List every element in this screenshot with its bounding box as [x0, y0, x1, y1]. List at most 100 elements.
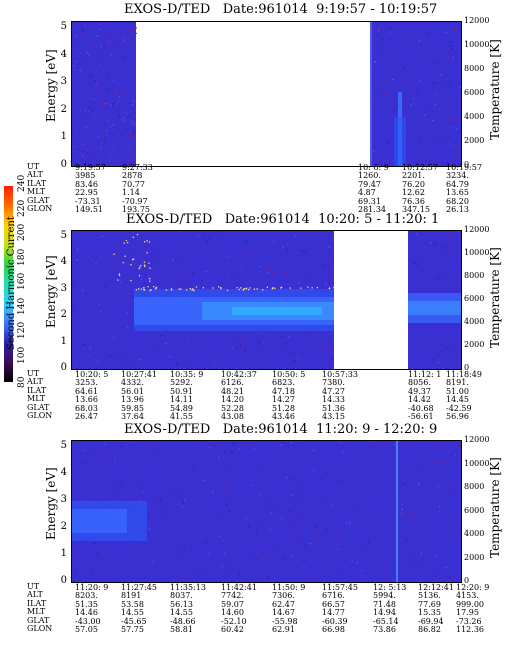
noise-dot	[425, 580, 427, 582]
noise-dot	[202, 237, 204, 239]
noise-dot	[125, 238, 128, 240]
noise-dot	[95, 454, 97, 456]
noise-dot	[351, 560, 353, 562]
noise-dot	[142, 492, 144, 494]
noise-dot	[445, 77, 448, 79]
table-cell: 347.15	[402, 205, 430, 214]
noise-dot	[78, 34, 81, 36]
noise-dot	[176, 575, 178, 577]
table-cell: -55.98	[272, 616, 298, 626]
noise-dot	[82, 449, 84, 451]
noise-dot	[289, 287, 291, 289]
table-cell: 10:27:41	[121, 370, 157, 379]
noise-dot	[374, 61, 376, 63]
noise-dot	[448, 47, 450, 50]
noise-dot	[119, 159, 121, 161]
noise-dot	[187, 342, 189, 344]
noise-dot	[154, 443, 156, 445]
noise-dot	[328, 347, 330, 349]
table-cell: 7742.	[221, 591, 244, 601]
noise-dot	[127, 135, 129, 137]
noise-dot	[148, 514, 150, 516]
noise-dot	[139, 266, 141, 268]
noise-dot	[420, 557, 422, 559]
noise-dot	[452, 542, 454, 544]
noise-dot	[422, 119, 424, 121]
ytick-label: 2	[60, 521, 67, 532]
noise-dot	[326, 529, 328, 531]
noise-dot	[340, 554, 342, 556]
noise-dot	[437, 576, 439, 578]
noise-dot	[412, 324, 414, 326]
noise-dot	[179, 560, 181, 562]
noise-dot	[432, 119, 434, 122]
noise-dot	[115, 89, 117, 91]
table-cell: 13.65	[446, 188, 469, 198]
colorbar-tick: 200	[17, 223, 27, 241]
noise-dot	[248, 288, 250, 291]
noise-dot	[100, 499, 102, 501]
noise-dot	[83, 477, 85, 479]
noise-dot	[100, 496, 102, 498]
panel-3-row-labels: UT ALT ILAT MLT GLAT GLON	[27, 582, 53, 634]
noise-dot	[218, 535, 220, 537]
noise-dot	[436, 79, 438, 81]
table-cell: 51.28	[272, 403, 295, 413]
noise-dot	[222, 285, 225, 287]
noise-dot	[95, 262, 97, 264]
noise-dot	[260, 357, 262, 359]
noise-dot	[426, 476, 429, 478]
noise-dot	[449, 41, 451, 43]
table-cell: 58.81	[170, 625, 193, 634]
table-cell: 12.62	[402, 188, 425, 198]
noise-dot	[457, 443, 459, 445]
table-cell: 4.87	[358, 188, 376, 198]
noise-dot	[78, 561, 80, 563]
noise-dot	[84, 26, 86, 28]
noise-dot	[87, 145, 90, 147]
noise-dot	[246, 444, 248, 446]
y2tick-label: 2000	[464, 340, 485, 349]
noise-dot	[86, 138, 88, 140]
noise-dot	[276, 239, 279, 241]
y2tick-label: 12000	[464, 435, 490, 444]
noise-dot	[349, 474, 351, 476]
noise-dot	[145, 232, 147, 234]
noise-dot	[156, 568, 158, 570]
noise-dot	[167, 449, 169, 451]
noise-dot	[448, 143, 450, 145]
noise-dot	[319, 576, 321, 578]
noise-dot	[151, 268, 153, 270]
noise-dot	[385, 56, 387, 58]
noise-dot	[247, 252, 249, 254]
noise-dot	[230, 532, 233, 534]
noise-dot	[295, 257, 297, 259]
noise-dot	[387, 442, 389, 444]
noise-dot	[451, 118, 453, 120]
table-cell: 6716.	[322, 591, 345, 601]
spectrogram-noise	[72, 441, 461, 582]
noise-dot	[301, 550, 303, 552]
table-cell: 2201.	[402, 171, 425, 181]
noise-dot	[423, 271, 425, 273]
noise-dot	[120, 74, 122, 76]
noise-dot	[137, 288, 140, 290]
noise-dot	[113, 447, 116, 449]
noise-dot	[133, 441, 135, 443]
noise-dot	[440, 247, 442, 249]
noise-dot	[310, 548, 312, 550]
noise-dot	[202, 499, 204, 501]
noise-dot	[123, 117, 125, 119]
noise-dot	[251, 354, 253, 356]
noise-dot	[197, 350, 200, 352]
noise-dot	[419, 581, 421, 582]
noise-dot	[415, 553, 417, 555]
panel-3-ylabel: Energy [eV]	[44, 467, 58, 540]
noise-dot	[219, 449, 221, 451]
noise-dot	[280, 517, 282, 519]
table-cell: 10:35: 9	[170, 370, 204, 379]
noise-dot	[132, 79, 134, 81]
noise-dot	[246, 580, 248, 582]
noise-dot	[451, 48, 453, 50]
noise-dot	[280, 287, 282, 289]
